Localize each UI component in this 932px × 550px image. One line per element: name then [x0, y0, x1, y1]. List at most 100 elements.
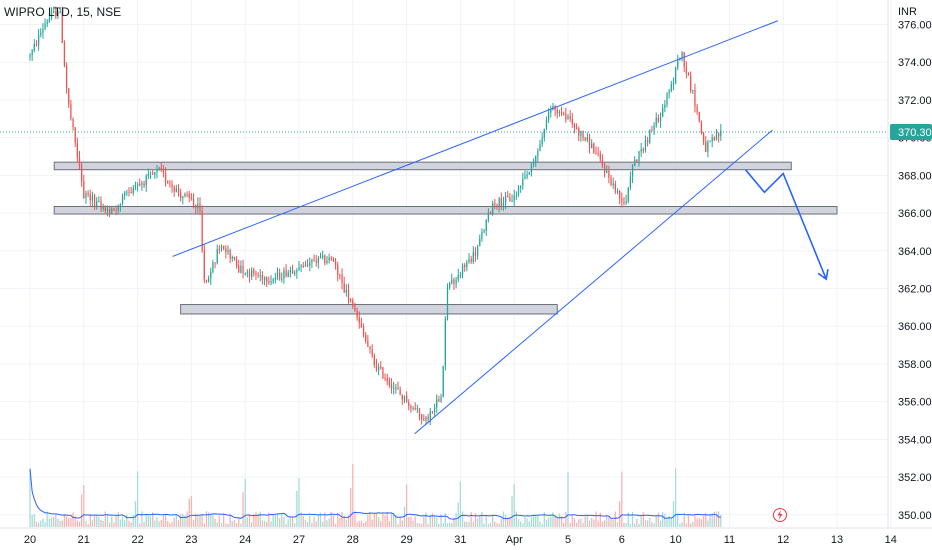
candle-body	[485, 219, 487, 231]
x-tick-label: 12	[777, 534, 789, 546]
volume-bar	[408, 517, 410, 527]
volume-bar	[720, 515, 722, 527]
volume-bar	[526, 518, 528, 527]
volume-bar	[606, 516, 608, 527]
volume-bar	[494, 521, 496, 527]
candle-body	[507, 195, 509, 198]
volume-bar	[612, 519, 614, 527]
volume-bar	[42, 518, 44, 527]
volume-bar	[225, 523, 227, 527]
x-tick-label: 10	[669, 534, 681, 546]
candle-body	[418, 408, 421, 415]
volume-bar	[83, 484, 85, 527]
candle-body	[195, 205, 197, 208]
candle-body	[115, 210, 117, 212]
candle-body	[487, 212, 490, 220]
candle-body	[255, 273, 257, 275]
candle-body	[113, 208, 115, 211]
candle-body	[100, 200, 102, 210]
candle-body	[550, 109, 552, 113]
volume-bar	[197, 514, 199, 527]
candle-body	[263, 277, 266, 280]
volume-bar	[690, 523, 692, 527]
volume-bar	[418, 523, 421, 527]
y-tick-label: 352.00	[898, 472, 932, 484]
candle-body	[431, 411, 434, 413]
candle-body	[160, 167, 162, 171]
candle-body	[130, 192, 132, 194]
candle-body	[479, 239, 481, 247]
volume-bar	[216, 522, 218, 527]
candle-body	[377, 366, 380, 371]
candle-body	[606, 171, 608, 173]
volume-bar	[186, 511, 188, 527]
volume-bar	[498, 523, 500, 527]
volume-bar	[294, 523, 296, 527]
candle-body	[416, 408, 419, 410]
candle-body	[184, 193, 186, 197]
x-tick-label: Apr	[506, 534, 523, 546]
candle-body	[76, 142, 78, 158]
volume-bar	[44, 522, 46, 527]
candle-body	[500, 198, 502, 206]
candle-body	[78, 157, 81, 167]
candle-body	[556, 109, 558, 114]
candle-body	[685, 67, 688, 74]
volume-bar	[201, 515, 203, 527]
current-price-label: 370.30	[898, 127, 932, 139]
time-axis[interactable]: 202122232427282931Apr56101112131417	[24, 534, 932, 546]
candle-body	[102, 206, 104, 210]
volume-bar	[616, 521, 619, 527]
volume-bar	[184, 515, 186, 527]
x-tick-label: 21	[78, 534, 90, 546]
candle-body	[664, 104, 666, 108]
volume-bar	[367, 515, 369, 527]
volume-bar	[504, 514, 507, 527]
horizontal-zones[interactable]	[53, 161, 838, 315]
candle-body	[580, 130, 582, 136]
volume-bar	[369, 511, 371, 527]
candle-body	[644, 140, 647, 151]
volume-bar	[91, 520, 94, 527]
volume-bar	[362, 523, 365, 527]
volume-bar	[126, 514, 128, 527]
trend-drawings[interactable]	[172, 20, 829, 435]
volume-bar	[128, 520, 130, 527]
volume-bar	[195, 513, 197, 527]
volume-bar	[535, 515, 537, 527]
candle-body	[687, 73, 690, 76]
volume-bar	[558, 513, 561, 527]
volume-bar	[136, 471, 139, 527]
volume-bar	[489, 522, 492, 527]
flash-icon[interactable]	[773, 508, 787, 522]
volume-bar	[713, 511, 715, 527]
price-axis[interactable]: 350.00 352.00 354.00 356.00 358.00 360.00 362.…	[898, 20, 932, 522]
volume-bar	[395, 515, 397, 527]
volume-bar	[595, 511, 597, 527]
candle-body	[283, 270, 285, 279]
volume-bar	[556, 516, 558, 527]
candle-body	[89, 194, 91, 201]
volume-bar	[401, 520, 403, 527]
volume-bar	[276, 514, 279, 527]
volume-bar	[649, 517, 651, 527]
x-tick-label: 27	[293, 534, 305, 546]
candle-body	[87, 192, 89, 195]
volume-bar	[610, 518, 612, 527]
candle-body	[70, 104, 72, 119]
volume-bar	[300, 512, 302, 527]
volume-bar	[281, 513, 283, 527]
candle-body	[362, 327, 365, 335]
volume-bar	[177, 520, 180, 527]
candle-body	[438, 399, 440, 402]
volume-bar	[214, 518, 216, 527]
candle-body	[634, 159, 636, 166]
volume-bar	[334, 524, 337, 527]
volume-bar	[685, 523, 688, 527]
candle-body	[595, 152, 597, 154]
candle-body	[565, 113, 567, 120]
volume-bar	[240, 523, 242, 527]
volume-bar	[203, 523, 205, 527]
volume-bar	[229, 513, 231, 527]
